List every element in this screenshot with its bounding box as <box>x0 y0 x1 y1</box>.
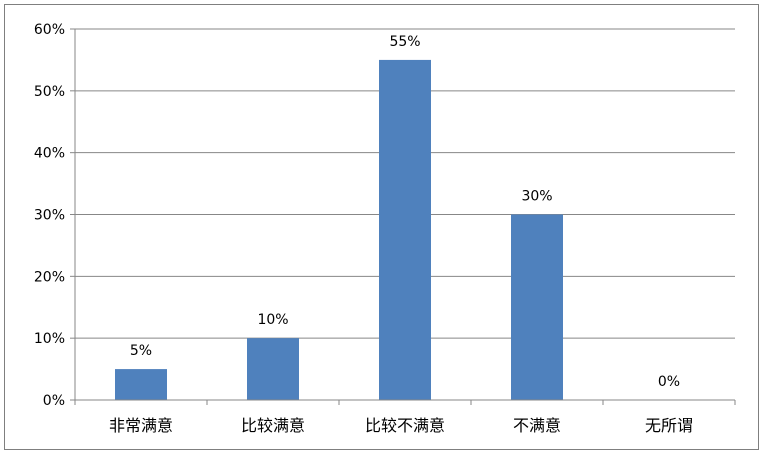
y-tick-label: 50% <box>34 84 65 100</box>
y-tick-label: 0% <box>43 393 65 409</box>
y-tick-labels: 0% 10% 20% 30% 40% 50% 60% <box>34 22 65 409</box>
category-label: 非常满意 <box>109 416 173 435</box>
y-tick-label: 60% <box>34 22 65 38</box>
chart-frame: 0% 10% 20% 30% 40% 50% 60% 非常满意 比较满意 比较不满意 不满意 无所谓… <box>4 4 759 450</box>
bar <box>247 338 299 400</box>
y-tick-label: 40% <box>34 146 65 162</box>
data-label: 0% <box>658 374 680 390</box>
category-labels: 非常满意 比较满意 比较不满意 不满意 无所谓 <box>109 416 693 435</box>
data-labels: 5% 10% 55% 30% 0% <box>130 34 680 390</box>
category-label: 比较不满意 <box>365 416 445 435</box>
category-label: 比较满意 <box>241 416 305 435</box>
data-label: 5% <box>130 343 152 359</box>
data-label: 30% <box>521 189 552 205</box>
y-tick-label: 20% <box>34 269 65 285</box>
bar <box>115 369 167 400</box>
bars <box>115 59 563 401</box>
y-tick-label: 10% <box>34 331 65 347</box>
data-label: 10% <box>257 312 288 328</box>
data-label: 55% <box>389 34 420 50</box>
axes <box>70 28 736 405</box>
category-label: 不满意 <box>513 416 561 435</box>
category-label: 无所谓 <box>645 416 693 435</box>
bar-chart: 0% 10% 20% 30% 40% 50% 60% 非常满意 比较满意 比较不满意 不满意 无所谓… <box>34 22 736 435</box>
y-tick-label: 30% <box>34 208 65 224</box>
bar <box>379 59 431 401</box>
bar <box>511 214 563 400</box>
